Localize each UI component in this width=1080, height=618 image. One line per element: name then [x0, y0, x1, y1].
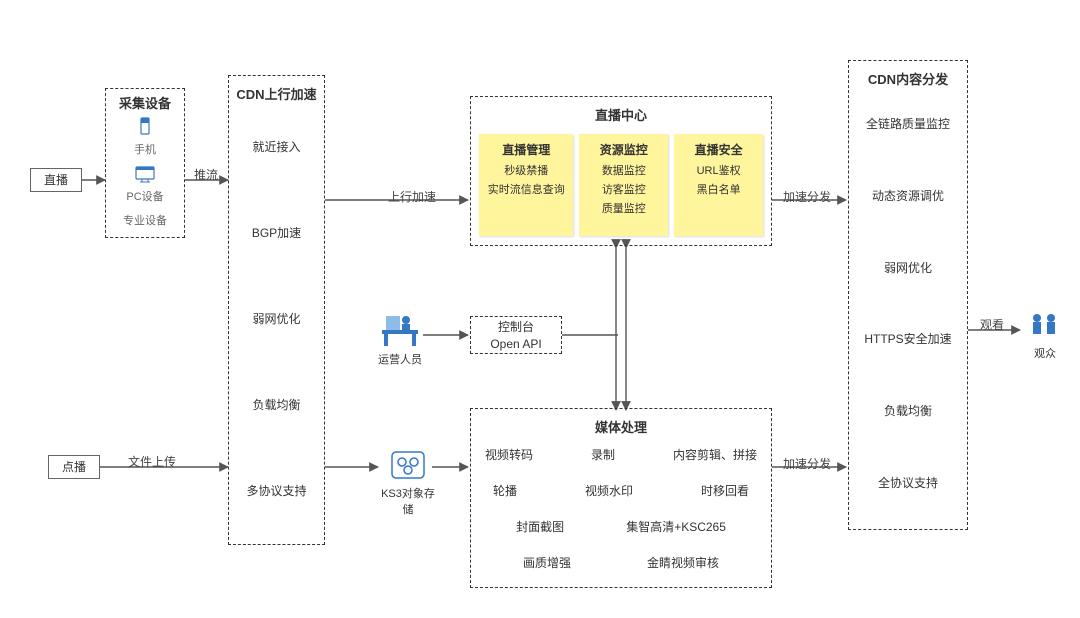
capture-item-phone: 手机: [134, 116, 156, 157]
live-button: 直播: [30, 168, 82, 192]
cdn-upstream-title: CDN上行加速: [229, 84, 324, 103]
cdn-dist-item: HTTPS安全加速: [864, 330, 951, 347]
cdn-dist-title: CDN内容分发: [849, 69, 967, 88]
media-item: 时移回看: [701, 482, 749, 499]
operator-icon: [378, 308, 422, 348]
media-item: 轮播: [493, 482, 517, 499]
cdn-dist-item: 全协议支持: [878, 474, 938, 491]
ks3-storage: KS3对象存储: [378, 448, 438, 517]
capture-item-pro: 专业设备: [123, 212, 167, 228]
vod-button: 点播: [48, 455, 100, 479]
media-item: 金睛视频审核: [647, 554, 719, 571]
console-line1: 控制台: [471, 319, 561, 336]
audience-icon: [1025, 308, 1065, 342]
push-stream-label: 推流: [194, 166, 218, 183]
media-item: 画质增强: [523, 554, 571, 571]
ks3-icon: [388, 448, 428, 482]
capture-title: 采集设备: [106, 93, 184, 112]
cdn-up-item: 弱网优化: [252, 310, 300, 327]
file-upload-label: 文件上传: [128, 453, 176, 470]
phone-icon: [134, 116, 156, 138]
accel-dist-label-top: 加速分发: [783, 188, 831, 205]
media-item: 录制: [591, 446, 615, 463]
live-center-title: 直播中心: [479, 105, 763, 124]
sticky-res-mon: 资源监控 数据监控 访客监控 质量监控: [579, 134, 668, 236]
cdn-dist-item: 动态资源调优: [872, 187, 944, 204]
capture-item-pc: PC设备: [126, 165, 163, 204]
console-box: 控制台 Open API: [470, 316, 562, 354]
media-item: 集智高清+KSC265: [626, 518, 726, 535]
sticky-live-mgmt: 直播管理 秒级禁播 实时流信息查询: [479, 134, 573, 236]
operator-figure: 运营人员: [375, 308, 425, 367]
cdn-dist-item: 全链路质量监控: [866, 115, 950, 132]
cdn-dist-item: 弱网优化: [884, 259, 932, 276]
capture-devices-box: 采集设备 手机 PC设备 专业设备: [105, 88, 185, 238]
media-proc-title: 媒体处理: [485, 417, 757, 436]
cdn-dist-box: CDN内容分发 全链路质量监控 动态资源调优 弱网优化 HTTPS安全加速 负载…: [848, 60, 968, 530]
media-proc-box: 媒体处理 视频转码 录制 内容剪辑、拼接 轮播 视频水印 时移回看 封面截图 集…: [470, 408, 772, 588]
cdn-up-item: 就近接入: [252, 138, 300, 155]
upstream-accel-label: 上行加速: [388, 188, 436, 205]
pc-icon: [134, 165, 156, 185]
cdn-dist-item: 负载均衡: [884, 402, 932, 419]
cdn-up-item: BGP加速: [252, 224, 301, 241]
media-item: 内容剪辑、拼接: [673, 446, 757, 463]
media-item: 视频转码: [485, 446, 533, 463]
accel-dist-label-bottom: 加速分发: [783, 455, 831, 472]
cdn-up-item: 负载均衡: [252, 396, 300, 413]
media-item: 视频水印: [585, 482, 633, 499]
live-center-box: 直播中心 直播管理 秒级禁播 实时流信息查询 资源监控 数据监控 访客监控 质量…: [470, 96, 772, 246]
cdn-upstream-box: CDN上行加速 就近接入 BGP加速 弱网优化 负载均衡 多协议支持: [228, 75, 325, 545]
watch-label: 观看: [980, 316, 1004, 333]
media-item: 封面截图: [516, 518, 564, 535]
sticky-live-sec: 直播安全 URL鉴权 黑白名单: [674, 134, 763, 236]
audience-figure: 观众: [1020, 308, 1070, 361]
cdn-up-item: 多协议支持: [246, 482, 306, 499]
console-line2: Open API: [471, 336, 561, 353]
